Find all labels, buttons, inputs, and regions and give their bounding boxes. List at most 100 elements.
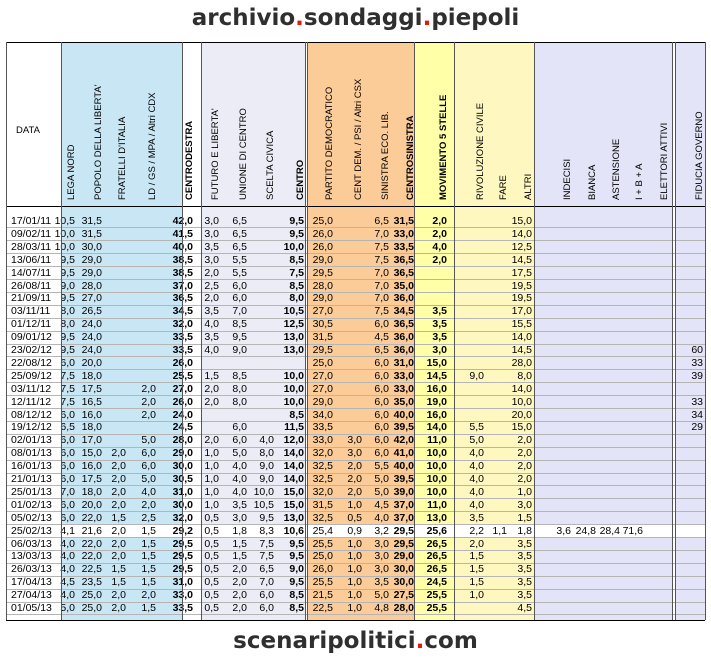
row-separator: [6, 408, 705, 409]
table-cell: 3,5: [374, 576, 389, 589]
table-cell: 2,0: [232, 563, 247, 576]
table-cell: 4,0: [232, 460, 247, 473]
table-cell: 6,0: [232, 292, 247, 305]
table-cell: 24,0: [81, 344, 102, 356]
table-cell: 6,0: [232, 421, 247, 434]
table-cell: 10,0: [283, 240, 304, 253]
table-cell: 1,0: [469, 589, 484, 602]
table-cell: 15,0: [426, 356, 447, 369]
table-cell: 16,0: [426, 382, 447, 395]
table-cell: 25,6: [426, 524, 447, 537]
table-cell: 2,0: [111, 485, 126, 498]
table-cell: 1,5: [141, 550, 156, 563]
table-cell: 31,5: [312, 498, 333, 511]
table-cell: 10,0: [283, 369, 304, 382]
table-cell: 6,0: [374, 395, 389, 408]
row-separator: [6, 382, 705, 384]
table-cell: 14,5: [426, 369, 447, 382]
table-cell: 24,8: [575, 524, 596, 537]
table-cell: 1,8: [517, 524, 532, 537]
table-cell: 20,0: [511, 408, 532, 421]
table-cell: 26,0: [312, 240, 333, 253]
table-cell: 30,0: [393, 576, 414, 589]
table-cell: 2,0: [111, 524, 126, 537]
table-cell: 35,0: [393, 279, 414, 292]
table-cell: 1,5: [141, 563, 156, 576]
table-cell: 9,0: [259, 473, 274, 485]
table-cell: 2,0: [517, 447, 532, 460]
table-cell: 1,5: [141, 576, 156, 589]
table-cell: 6,5: [374, 215, 389, 227]
row-date: 28/03/11: [11, 240, 52, 253]
table-cell: 1,5: [111, 576, 126, 589]
table-cell: 6,0: [374, 447, 389, 460]
table-cell: 10,0: [426, 485, 447, 498]
table-cell: 22,5: [312, 602, 333, 614]
table-cell: 2,0: [432, 227, 447, 240]
table-cell: 14,5: [511, 344, 532, 356]
table-cell: 25,0: [312, 215, 333, 227]
column-divider: [675, 42, 676, 620]
table-cell: 16,0: [81, 408, 102, 421]
table-cell: 3,5: [432, 318, 447, 331]
table-cell: 31,5: [81, 227, 102, 240]
row-separator: [6, 537, 705, 538]
row-date: 13/03/13: [11, 550, 52, 563]
highlight-row-election: [6, 524, 705, 537]
column-header-6: UNIONE DI CENTRO: [238, 108, 249, 200]
table-cell: 1,5: [141, 602, 156, 614]
table-cell: 2,0: [111, 550, 126, 563]
table-cell: 25,5: [426, 589, 447, 602]
table-cell: 7,5: [60, 382, 75, 395]
row-separator: [6, 227, 705, 229]
table-cell: 11,0: [427, 434, 447, 447]
table-cell: 28,0: [81, 279, 102, 292]
table-cell: 1,0: [347, 550, 362, 563]
table-cell: 32,5: [312, 460, 333, 473]
table-cell: 9,5: [289, 227, 304, 240]
table-cell: 27,0: [312, 305, 333, 318]
table-cell: 3,6: [556, 524, 571, 537]
row-separator: [6, 485, 705, 487]
table-cell: 9,5: [289, 550, 304, 563]
table-cell: 2,0: [204, 395, 219, 408]
table-cell: 8,0: [232, 395, 247, 408]
column-divider: [6, 42, 7, 620]
table-cell: 26,5: [81, 305, 102, 318]
table-cell: 20,0: [81, 498, 102, 511]
table-cell: 1,5: [111, 563, 126, 576]
row-separator: [6, 562, 705, 564]
table-cell: 2,0: [232, 576, 247, 589]
table-cell: 41,0: [393, 447, 414, 460]
table-cell: 1,8: [232, 524, 247, 537]
table-cell: 0,5: [204, 589, 219, 602]
table-cell: 3,0: [374, 563, 389, 576]
footer-part-com: com: [424, 628, 478, 654]
column-header-14: RIVOLUZIONE CIVILE: [475, 102, 486, 200]
table-cell: 26,5: [426, 537, 447, 550]
table-cell: 7,0: [374, 292, 389, 305]
table-cell: 5,0: [60, 602, 75, 614]
table-cell: 25,5: [312, 537, 333, 550]
column-divider: [705, 42, 706, 620]
row-date: 03/11/11: [11, 305, 51, 318]
table-cell: 4,0: [469, 460, 484, 473]
table-cell: 1,5: [232, 550, 247, 563]
table-cell: 6,0: [259, 602, 274, 614]
row-separator: [6, 524, 705, 526]
table-cell: 5,0: [141, 434, 156, 447]
table-cell: 4,0: [204, 318, 219, 331]
row-date: 08/01/13: [11, 447, 52, 460]
table-cell: 40,0: [393, 460, 414, 473]
table-cell: 29,5: [312, 344, 333, 356]
table-cell: 7,0: [374, 266, 389, 279]
column-header-11: SINISTRA ECO. LIB.: [380, 111, 391, 200]
header-part-sondaggi: sondaggi: [303, 5, 423, 31]
table-cell: 4,0: [259, 434, 274, 447]
table-cell: 3,0: [432, 344, 447, 356]
table-cell: 30,0: [81, 240, 102, 253]
column-header-10: CENT DEM. / PSI / Altri CSX: [353, 78, 364, 200]
table-cell: 4,5: [517, 602, 532, 614]
table-cell: 0,9: [347, 524, 362, 537]
table-cell: 14,0: [511, 382, 532, 395]
